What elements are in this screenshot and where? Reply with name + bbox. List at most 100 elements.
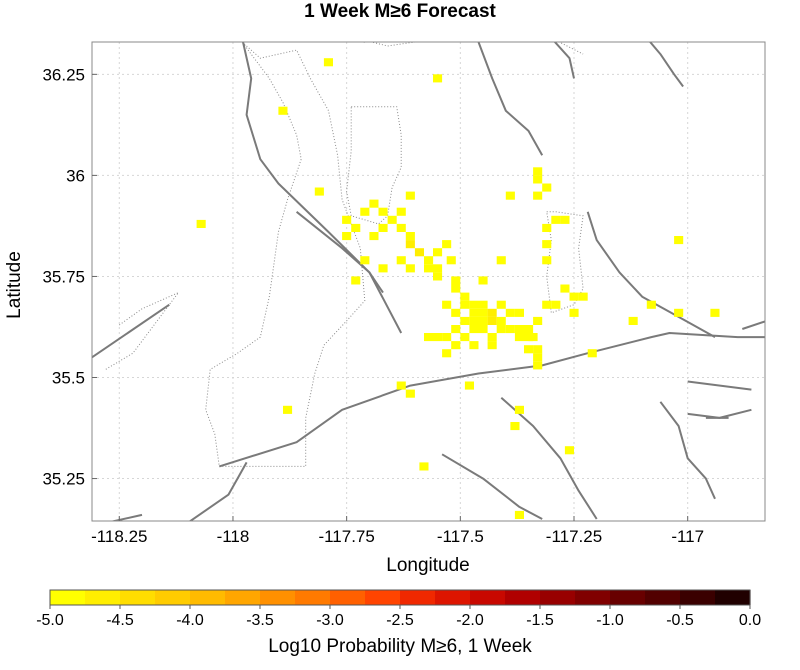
forecast-cell	[496, 256, 506, 265]
forecast-cell	[396, 207, 406, 216]
colorbar-tick-label: -3.0	[316, 612, 344, 629]
y-axis-label: Latitude	[4, 251, 25, 319]
plot-area	[91, 41, 766, 522]
x-tick-label: -117	[671, 527, 704, 546]
colorbar-label: Log10 Probability M≥6, 1 Week	[268, 636, 532, 657]
forecast-cell	[514, 325, 524, 334]
forecast-cell	[378, 223, 388, 232]
forecast-cell	[674, 308, 684, 317]
forecast-cell	[487, 333, 497, 342]
forecast-cell	[628, 316, 638, 325]
forecast-cell	[469, 341, 479, 350]
fault-line	[92, 303, 170, 359]
forecast-cell	[487, 316, 497, 325]
forecast-cell	[419, 462, 429, 471]
fault-line	[295, 211, 403, 334]
forecast-cell	[433, 333, 443, 342]
fault-line	[477, 42, 544, 156]
forecast-cell	[542, 183, 552, 192]
fault-line	[441, 453, 543, 520]
fault-line	[586, 211, 716, 338]
forecast-cell	[464, 381, 474, 390]
colorbar-swatch	[190, 590, 226, 605]
forecast-cell	[496, 325, 506, 334]
forecast-cell	[451, 276, 461, 285]
forecast-cell	[710, 308, 720, 317]
forecast-cell	[496, 300, 506, 309]
y-tick-label: 36.25	[42, 65, 85, 84]
x-tick-label: -118.25	[91, 527, 147, 546]
forecast-cell	[323, 58, 333, 67]
colorbar-tick-label: -3.5	[246, 612, 274, 629]
colorbar-swatch	[295, 590, 331, 605]
forecast-cell	[424, 333, 434, 342]
colorbar-swatch	[400, 590, 436, 605]
forecast-cell	[405, 240, 415, 249]
grid-lines	[92, 42, 765, 521]
fault-zone-outline	[478, 42, 584, 55]
x-tick-label: -117.75	[318, 527, 374, 546]
colorbar-swatch	[330, 590, 366, 605]
forecast-cell	[369, 199, 379, 208]
fault-line	[500, 396, 598, 520]
forecast-cell	[414, 248, 424, 257]
forecast-cell	[542, 223, 552, 232]
fault-line	[687, 380, 752, 391]
forecast-cell	[478, 300, 488, 309]
forecast-cell	[451, 341, 461, 350]
colorbar-tick-label: -4.0	[176, 612, 204, 629]
forecast-cell	[533, 361, 543, 370]
y-tick-label: 36	[66, 166, 85, 185]
colorbar-tick-label: 0.0	[739, 612, 761, 629]
forecast-cell	[405, 389, 415, 398]
forecast-cell	[460, 316, 470, 325]
forecast-cell	[460, 300, 470, 309]
colorbar-swatch	[225, 590, 261, 605]
fault-line	[362, 42, 365, 43]
fault-line	[687, 408, 752, 419]
forecast-cell	[442, 240, 452, 249]
forecast-cell	[551, 215, 561, 224]
forecast-cell	[533, 167, 543, 176]
colorbar-swatch	[505, 590, 541, 605]
forecast-cell	[533, 191, 543, 200]
forecast-cell	[433, 272, 443, 281]
forecast-cell	[424, 256, 434, 265]
forecast-cell	[396, 256, 406, 265]
forecast-cell	[469, 325, 479, 334]
forecast-cell	[351, 276, 361, 285]
forecast-cell	[514, 333, 524, 342]
forecast-cell	[542, 256, 552, 265]
x-tick-label: -117.5	[437, 527, 484, 546]
forecast-cell	[451, 284, 461, 293]
forecast-cell	[578, 292, 588, 301]
forecast-cell	[433, 74, 443, 83]
fault-line	[553, 42, 575, 79]
forecast-cell	[478, 308, 488, 317]
x-tick-label: -117.25	[546, 527, 602, 546]
fault-zone-outline	[369, 42, 415, 47]
fault-line	[109, 513, 143, 521]
forecast-cell	[542, 300, 552, 309]
colorbar-tick-label: -4.5	[106, 612, 134, 629]
forecast-cell	[560, 215, 570, 224]
forecast-cell	[378, 207, 388, 216]
forecast-cell	[460, 333, 470, 342]
forecast-cell	[587, 349, 597, 358]
forecast-cell	[510, 422, 520, 431]
forecast-cell	[505, 308, 515, 317]
colorbar-tick-label: -2.5	[386, 612, 414, 629]
forecast-cell	[360, 256, 370, 265]
forecast-cell	[564, 446, 574, 455]
forecast-cell	[342, 232, 352, 241]
fault-lines	[92, 42, 765, 521]
forecast-cell	[451, 308, 461, 317]
forecast-cell	[528, 333, 538, 342]
colorbar-swatch	[50, 590, 86, 605]
colorbar-swatch	[260, 590, 296, 605]
forecast-cell	[569, 292, 579, 301]
forecast-cell	[487, 341, 497, 350]
forecast-cell	[405, 232, 415, 241]
forecast-cell	[505, 325, 515, 334]
